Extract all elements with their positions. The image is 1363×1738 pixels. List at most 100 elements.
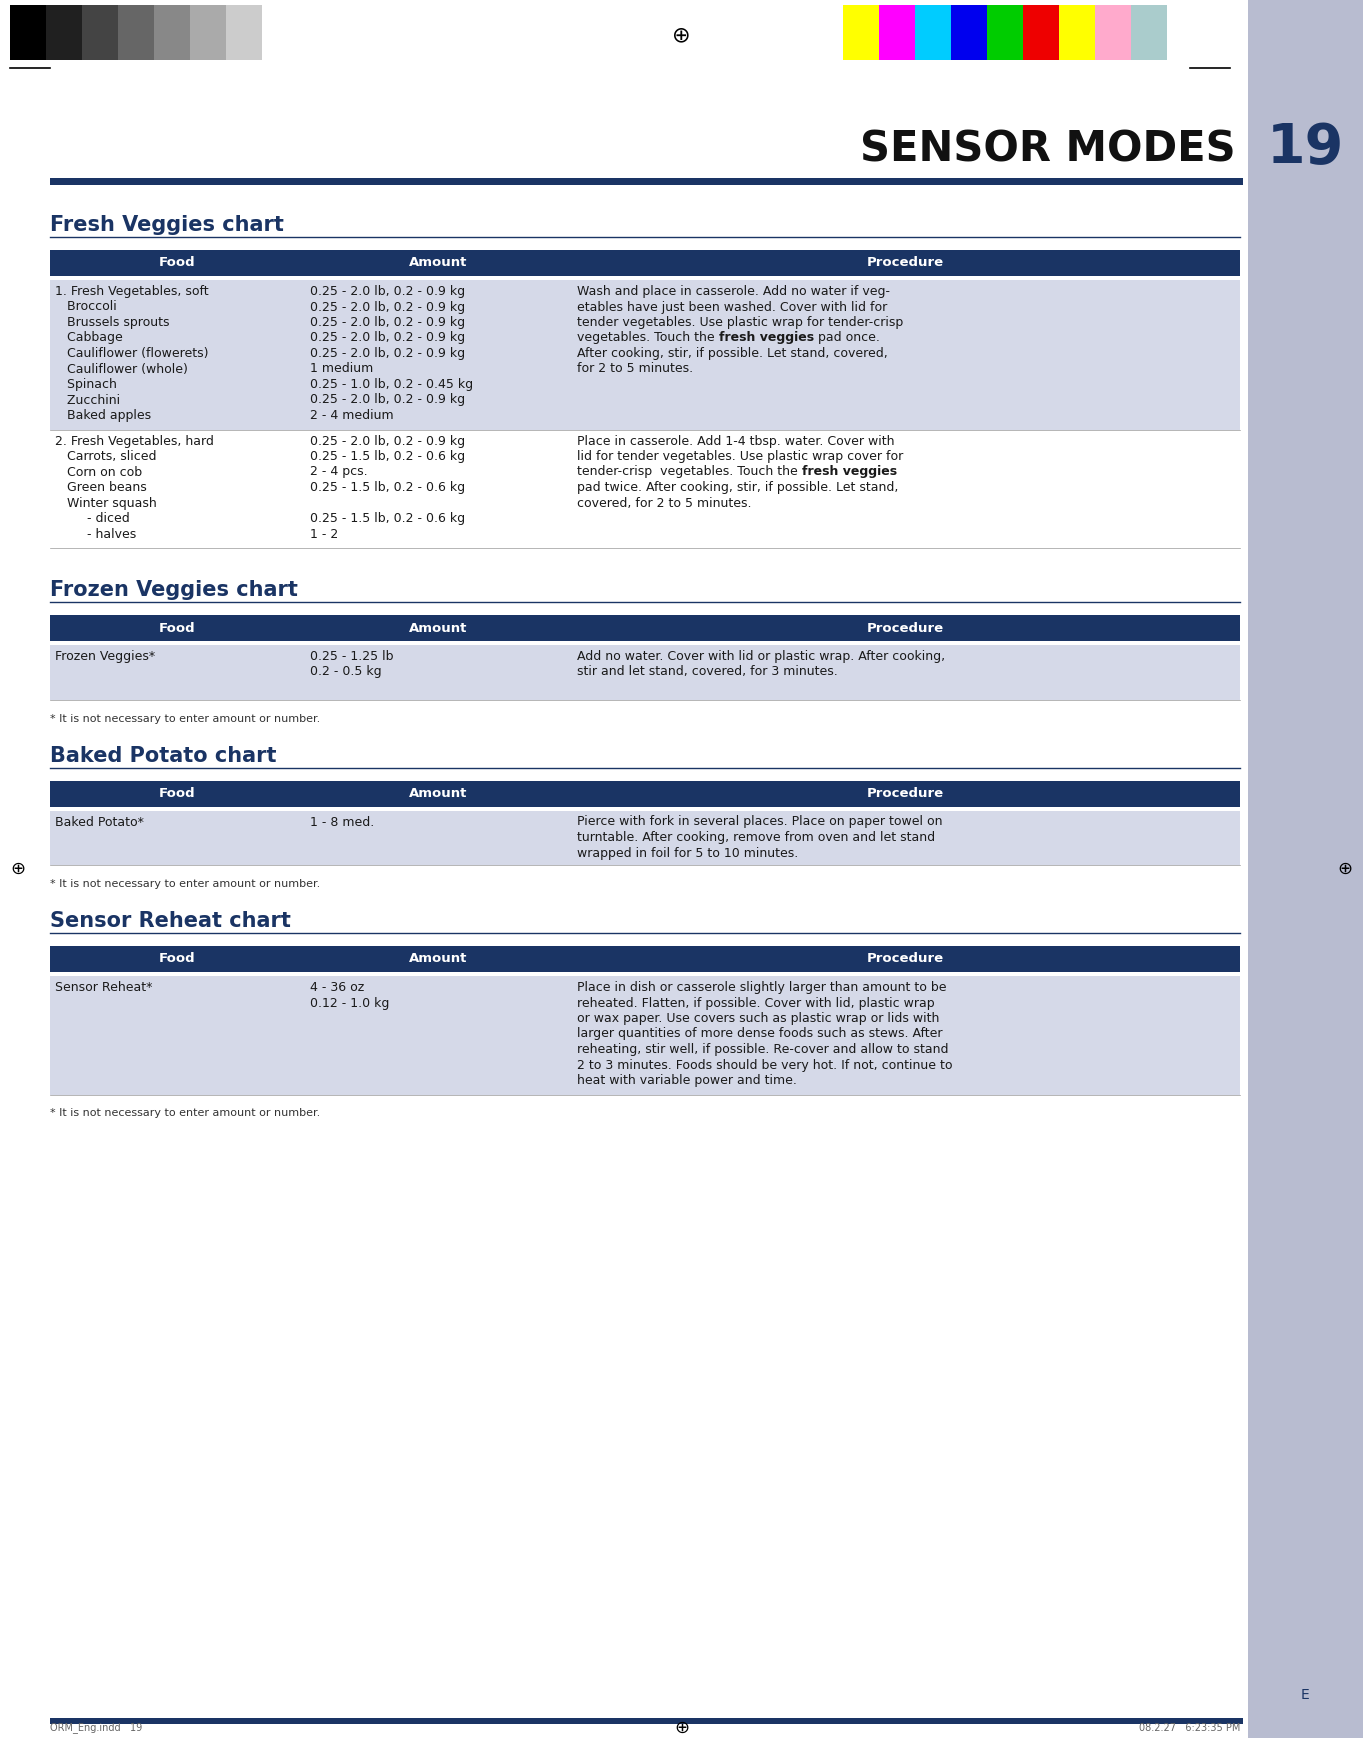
Text: Frozen Veggies chart: Frozen Veggies chart	[50, 580, 298, 600]
Text: 08.2.27   6:23:35 PM: 08.2.27 6:23:35 PM	[1138, 1722, 1240, 1733]
Text: 1 medium: 1 medium	[309, 363, 373, 375]
Text: Cabbage: Cabbage	[55, 332, 123, 344]
Text: 0.25 - 1.5 lb, 0.2 - 0.6 kg: 0.25 - 1.5 lb, 0.2 - 0.6 kg	[309, 481, 465, 494]
Text: Add no water. Cover with lid or plastic wrap. After cooking,: Add no water. Cover with lid or plastic …	[577, 650, 945, 662]
Text: 0.25 - 2.0 lb, 0.2 - 0.9 kg: 0.25 - 2.0 lb, 0.2 - 0.9 kg	[309, 332, 465, 344]
Text: Procedure: Procedure	[867, 952, 943, 966]
Text: 0.25 - 1.5 lb, 0.2 - 0.6 kg: 0.25 - 1.5 lb, 0.2 - 0.6 kg	[309, 513, 465, 525]
Text: Procedure: Procedure	[867, 622, 943, 634]
Text: 0.25 - 2.0 lb, 0.2 - 0.9 kg: 0.25 - 2.0 lb, 0.2 - 0.9 kg	[309, 434, 465, 447]
Bar	[1094, 5, 1131, 61]
Text: 2 to 3 minutes. Foods should be very hot. If not, continue to: 2 to 3 minutes. Foods should be very hot…	[577, 1058, 953, 1072]
Bar	[1249, 0, 1363, 1738]
Bar	[50, 429, 1240, 547]
Bar	[50, 250, 1240, 276]
Text: After cooking, stir, if possible. Let stand, covered,: After cooking, stir, if possible. Let st…	[577, 348, 887, 360]
Bar	[50, 177, 1243, 184]
Text: stir and let stand, covered, for 3 minutes.: stir and let stand, covered, for 3 minut…	[577, 666, 838, 678]
Text: 0.25 - 1.25 lb: 0.25 - 1.25 lb	[309, 650, 394, 662]
Text: reheated. Flatten, if possible. Cover with lid, plastic wrap: reheated. Flatten, if possible. Cover wi…	[577, 996, 935, 1010]
Bar	[842, 5, 879, 61]
Text: 1 - 8 med.: 1 - 8 med.	[309, 815, 375, 829]
Bar	[879, 5, 915, 61]
Text: 0.25 - 2.0 lb, 0.2 - 0.9 kg: 0.25 - 2.0 lb, 0.2 - 0.9 kg	[309, 316, 465, 328]
Text: Winter squash: Winter squash	[55, 497, 157, 509]
Bar	[1024, 5, 1059, 61]
Text: Carrots, sliced: Carrots, sliced	[55, 450, 157, 462]
Text: fresh veggies: fresh veggies	[801, 466, 897, 478]
Text: Food: Food	[159, 952, 196, 966]
Text: Place in casserole. Add 1-4 tbsp. water. Cover with: Place in casserole. Add 1-4 tbsp. water.…	[577, 434, 894, 447]
Text: 19: 19	[1266, 122, 1344, 176]
Text: Sensor Reheat chart: Sensor Reheat chart	[50, 911, 290, 932]
Text: Pierce with fork in several places. Place on paper towel on: Pierce with fork in several places. Plac…	[577, 815, 942, 829]
Bar	[119, 5, 154, 61]
Text: Place in dish or casserole slightly larger than amount to be: Place in dish or casserole slightly larg…	[577, 980, 946, 994]
Bar	[189, 5, 226, 61]
Text: 0.2 - 0.5 kg: 0.2 - 0.5 kg	[309, 666, 382, 678]
Bar	[1059, 5, 1094, 61]
Text: * It is not necessary to enter amount or number.: * It is not necessary to enter amount or…	[50, 1109, 320, 1119]
Text: Broccoli: Broccoli	[55, 301, 117, 313]
Text: Cauliflower (whole): Cauliflower (whole)	[55, 363, 188, 375]
Text: - diced: - diced	[55, 513, 129, 525]
Text: wrapped in foil for 5 to 10 minutes.: wrapped in foil for 5 to 10 minutes.	[577, 846, 799, 860]
Text: 1. Fresh Vegetables, soft: 1. Fresh Vegetables, soft	[55, 285, 209, 297]
Text: 0.25 - 2.0 lb, 0.2 - 0.9 kg: 0.25 - 2.0 lb, 0.2 - 0.9 kg	[309, 348, 465, 360]
Text: reheating, stir well, if possible. Re-cover and allow to stand: reheating, stir well, if possible. Re-co…	[577, 1043, 949, 1057]
Bar	[226, 5, 262, 61]
Bar	[987, 5, 1024, 61]
Bar	[154, 5, 189, 61]
Text: ⊕: ⊕	[1337, 860, 1352, 878]
Text: ⊕: ⊕	[11, 860, 26, 878]
Text: for 2 to 5 minutes.: for 2 to 5 minutes.	[577, 363, 694, 375]
Text: ⊕: ⊕	[672, 24, 691, 45]
Text: - halves: - halves	[55, 528, 136, 541]
Text: ORM_Eng.indd   19: ORM_Eng.indd 19	[50, 1722, 142, 1733]
Text: ⊕: ⊕	[673, 1719, 690, 1736]
Text: Food: Food	[159, 257, 196, 269]
Text: 2 - 4 medium: 2 - 4 medium	[309, 408, 394, 422]
Text: etables have just been washed. Cover with lid for: etables have just been washed. Cover wit…	[577, 301, 887, 313]
Text: fresh veggies: fresh veggies	[718, 332, 814, 344]
Text: pad twice. After cooking, stir, if possible. Let stand,: pad twice. After cooking, stir, if possi…	[577, 481, 898, 494]
Text: pad once.: pad once.	[814, 332, 879, 344]
Bar	[50, 945, 1240, 972]
Text: Wash and place in casserole. Add no water if veg-: Wash and place in casserole. Add no wate…	[577, 285, 890, 297]
Text: vegetables. Touch the: vegetables. Touch the	[577, 332, 718, 344]
Text: 0.25 - 1.0 lb, 0.2 - 0.45 kg: 0.25 - 1.0 lb, 0.2 - 0.45 kg	[309, 377, 473, 391]
Bar	[951, 5, 987, 61]
Text: Amount: Amount	[409, 952, 468, 966]
Text: SENSOR MODES: SENSOR MODES	[860, 129, 1236, 170]
Bar	[262, 5, 298, 61]
Text: * It is not necessary to enter amount or number.: * It is not necessary to enter amount or…	[50, 714, 320, 723]
Text: Food: Food	[159, 787, 196, 799]
Text: Spinach: Spinach	[55, 377, 117, 391]
Text: 0.25 - 2.0 lb, 0.2 - 0.9 kg: 0.25 - 2.0 lb, 0.2 - 0.9 kg	[309, 301, 465, 313]
Text: larger quantities of more dense foods such as stews. After: larger quantities of more dense foods su…	[577, 1027, 942, 1041]
Text: E: E	[1302, 1688, 1310, 1702]
Text: 2. Fresh Vegetables, hard: 2. Fresh Vegetables, hard	[55, 434, 214, 447]
Bar	[82, 5, 119, 61]
Bar	[46, 5, 82, 61]
Text: 0.25 - 2.0 lb, 0.2 - 0.9 kg: 0.25 - 2.0 lb, 0.2 - 0.9 kg	[309, 393, 465, 407]
Text: 0.25 - 1.5 lb, 0.2 - 0.6 kg: 0.25 - 1.5 lb, 0.2 - 0.6 kg	[309, 450, 465, 462]
Text: Food: Food	[159, 622, 196, 634]
Text: 4 - 36 oz: 4 - 36 oz	[309, 980, 364, 994]
Text: Procedure: Procedure	[867, 787, 943, 799]
Text: heat with variable power and time.: heat with variable power and time.	[577, 1074, 797, 1086]
Text: 1 - 2: 1 - 2	[309, 528, 338, 541]
Text: 0.12 - 1.0 kg: 0.12 - 1.0 kg	[309, 996, 390, 1010]
Text: Corn on cob: Corn on cob	[55, 466, 142, 478]
Text: Amount: Amount	[409, 622, 468, 634]
Bar	[10, 5, 46, 61]
Text: 0.25 - 2.0 lb, 0.2 - 0.9 kg: 0.25 - 2.0 lb, 0.2 - 0.9 kg	[309, 285, 465, 297]
Bar	[50, 780, 1240, 806]
Bar	[50, 1717, 1243, 1724]
Text: Amount: Amount	[409, 787, 468, 799]
Text: Cauliflower (flowerets): Cauliflower (flowerets)	[55, 348, 209, 360]
Text: Fresh Veggies chart: Fresh Veggies chart	[50, 216, 284, 235]
Bar	[50, 645, 1240, 699]
Text: Amount: Amount	[409, 257, 468, 269]
Bar	[50, 280, 1240, 429]
